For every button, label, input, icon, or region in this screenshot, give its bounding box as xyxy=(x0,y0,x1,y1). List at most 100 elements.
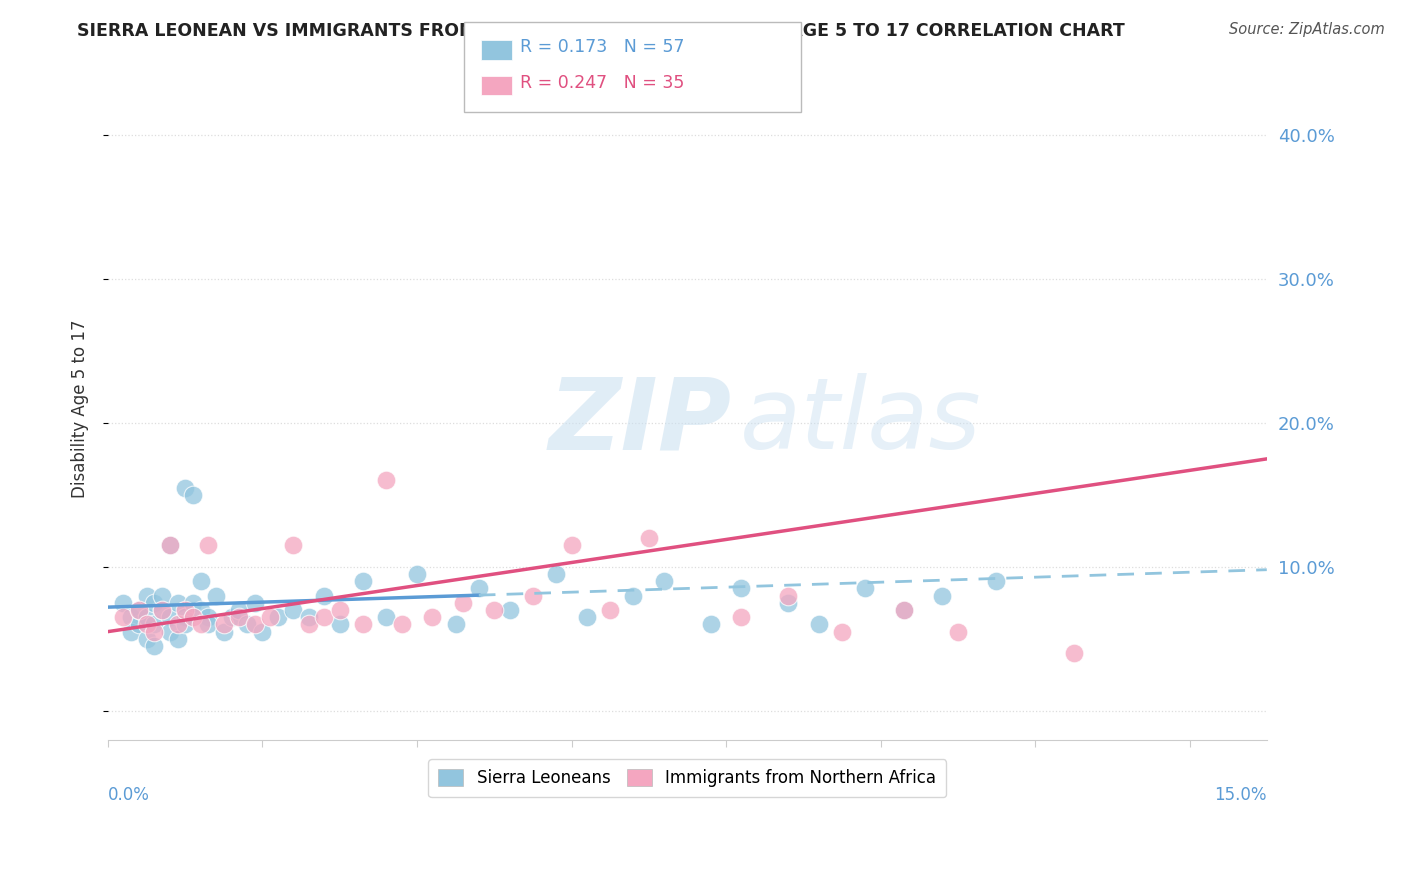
Text: ZIP: ZIP xyxy=(548,373,731,470)
Text: 0.0%: 0.0% xyxy=(108,786,150,804)
Point xyxy=(468,582,491,596)
Point xyxy=(212,617,235,632)
Point xyxy=(946,624,969,639)
Point xyxy=(621,589,644,603)
Point xyxy=(422,610,444,624)
Point xyxy=(150,603,173,617)
Point xyxy=(314,589,336,603)
Point xyxy=(174,617,197,632)
Point xyxy=(267,610,290,624)
Point xyxy=(143,617,166,632)
Text: R = 0.173   N = 57: R = 0.173 N = 57 xyxy=(520,38,685,56)
Point xyxy=(143,624,166,639)
Point xyxy=(174,610,197,624)
Point xyxy=(181,488,204,502)
Point xyxy=(499,603,522,617)
Point xyxy=(120,624,142,639)
Text: 15.0%: 15.0% xyxy=(1215,786,1267,804)
Point xyxy=(893,603,915,617)
Text: Source: ZipAtlas.com: Source: ZipAtlas.com xyxy=(1229,22,1385,37)
Point xyxy=(120,610,142,624)
Point xyxy=(112,610,135,624)
Point xyxy=(128,617,150,632)
Point xyxy=(221,610,243,624)
Point xyxy=(298,610,321,624)
Point xyxy=(135,632,157,646)
Point xyxy=(159,624,181,639)
Point xyxy=(986,574,1008,589)
Point xyxy=(853,582,876,596)
Point xyxy=(575,610,598,624)
Point xyxy=(329,603,352,617)
Point xyxy=(190,603,212,617)
Point xyxy=(143,596,166,610)
Point xyxy=(143,639,166,653)
Point xyxy=(391,617,413,632)
Point xyxy=(128,603,150,617)
Point xyxy=(831,624,853,639)
Point xyxy=(522,589,544,603)
Point xyxy=(212,624,235,639)
Text: R = 0.247   N = 35: R = 0.247 N = 35 xyxy=(520,74,685,92)
Point xyxy=(252,624,274,639)
Point xyxy=(730,582,752,596)
Point xyxy=(135,610,157,624)
Point xyxy=(699,617,721,632)
Point xyxy=(135,589,157,603)
Point xyxy=(329,617,352,632)
Point xyxy=(174,481,197,495)
Point xyxy=(352,574,374,589)
Point xyxy=(159,538,181,552)
Point xyxy=(228,610,250,624)
Point xyxy=(375,474,398,488)
Point xyxy=(166,596,188,610)
Point xyxy=(730,610,752,624)
Point xyxy=(283,538,305,552)
Point xyxy=(174,603,197,617)
Point xyxy=(197,538,219,552)
Point xyxy=(243,617,266,632)
Point xyxy=(544,567,567,582)
Point xyxy=(190,574,212,589)
Point xyxy=(352,617,374,632)
Text: atlas: atlas xyxy=(740,373,981,470)
Point xyxy=(298,617,321,632)
Point xyxy=(205,589,228,603)
Point xyxy=(236,617,259,632)
Point xyxy=(181,610,204,624)
Point xyxy=(652,574,675,589)
Point xyxy=(150,603,173,617)
Point xyxy=(776,589,799,603)
Point xyxy=(931,589,953,603)
Point xyxy=(637,531,659,545)
Point xyxy=(150,589,173,603)
Point xyxy=(314,610,336,624)
Point xyxy=(128,603,150,617)
Point xyxy=(135,617,157,632)
Point xyxy=(166,632,188,646)
Point xyxy=(776,596,799,610)
Point xyxy=(159,610,181,624)
Point xyxy=(159,538,181,552)
Point xyxy=(1063,646,1085,660)
Y-axis label: Disability Age 5 to 17: Disability Age 5 to 17 xyxy=(72,319,89,498)
Point xyxy=(228,603,250,617)
Point xyxy=(406,567,429,582)
Point xyxy=(560,538,582,552)
Point xyxy=(259,610,281,624)
Point xyxy=(112,596,135,610)
Point xyxy=(444,617,467,632)
Legend: Sierra Leoneans, Immigrants from Northern Africa: Sierra Leoneans, Immigrants from Norther… xyxy=(429,759,946,797)
Point xyxy=(181,596,204,610)
Point xyxy=(599,603,621,617)
Point xyxy=(197,617,219,632)
Point xyxy=(484,603,506,617)
Point xyxy=(375,610,398,624)
Point xyxy=(453,596,475,610)
Point xyxy=(166,617,188,632)
Text: SIERRA LEONEAN VS IMMIGRANTS FROM NORTHERN AFRICA DISABILITY AGE 5 TO 17 CORRELA: SIERRA LEONEAN VS IMMIGRANTS FROM NORTHE… xyxy=(77,22,1125,40)
Point xyxy=(283,603,305,617)
Point xyxy=(243,596,266,610)
Point xyxy=(190,617,212,632)
Point xyxy=(807,617,830,632)
